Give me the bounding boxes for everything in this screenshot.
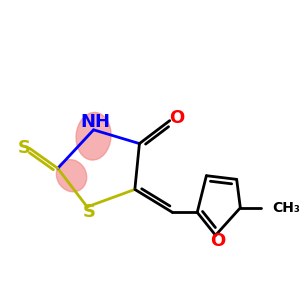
Text: O: O [210,232,225,250]
Ellipse shape [76,112,111,160]
Text: S: S [17,139,30,157]
Text: S: S [82,203,95,221]
Text: NH: NH [80,113,110,131]
Ellipse shape [56,160,87,192]
Text: O: O [169,109,185,127]
Text: CH₃: CH₃ [272,201,300,215]
